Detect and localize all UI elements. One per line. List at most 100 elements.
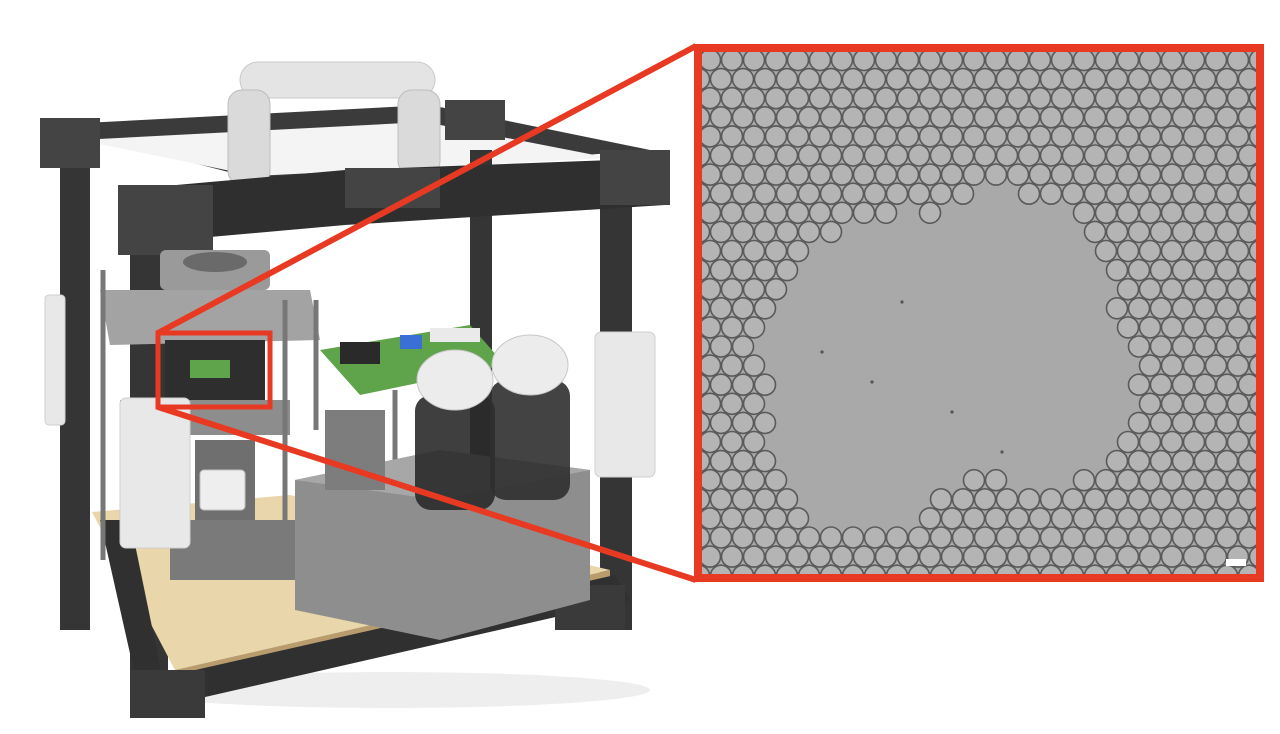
- droplet: [1039, 182, 1063, 205]
- droplet: [1105, 449, 1129, 473]
- droplet: [753, 106, 777, 129]
- droplet: [702, 488, 711, 511]
- droplet: [702, 52, 722, 72]
- droplet: [709, 144, 733, 167]
- droplet: [841, 526, 865, 549]
- droplet: [753, 144, 777, 167]
- droplet: [1171, 526, 1195, 549]
- droplet: [775, 67, 799, 91]
- droplet: [786, 507, 810, 530]
- droplet: [852, 125, 876, 148]
- droplet: [907, 526, 931, 549]
- droplet: [731, 106, 755, 129]
- droplet: [702, 68, 711, 90]
- droplet: [1182, 125, 1206, 148]
- droplet: [720, 545, 744, 568]
- droplet: [702, 468, 722, 492]
- droplet: [720, 277, 744, 301]
- droplet: [1039, 106, 1063, 129]
- droplet: [885, 526, 909, 549]
- droplet: [731, 144, 755, 167]
- droplet: [1171, 144, 1195, 167]
- droplet: [1215, 106, 1239, 129]
- droplet: [1215, 144, 1239, 167]
- droplet: [709, 487, 733, 511]
- droplet: [885, 106, 909, 129]
- droplet: [1193, 449, 1217, 473]
- droplet: [1083, 182, 1107, 205]
- droplet: [742, 430, 766, 454]
- droplet: [1237, 449, 1256, 473]
- droplet: [863, 182, 887, 205]
- droplet: [1215, 449, 1239, 473]
- droplet: [973, 67, 997, 91]
- droplet: [702, 316, 722, 339]
- droplet: [1171, 564, 1195, 574]
- droplet: [995, 526, 1019, 549]
- droplet: [1094, 86, 1118, 110]
- droplet: [720, 201, 744, 225]
- droplet: [753, 220, 777, 244]
- droplet: [841, 144, 865, 167]
- droplet: [1204, 52, 1228, 72]
- droplet: [863, 67, 887, 91]
- droplet: [885, 144, 909, 167]
- droplet: [1116, 545, 1140, 568]
- droplet: [1094, 507, 1118, 530]
- debris-dot: [870, 380, 874, 384]
- droplet: [929, 106, 953, 129]
- droplet: [786, 201, 810, 225]
- droplet: [1160, 201, 1184, 225]
- droplet: [742, 507, 766, 530]
- droplet: [1204, 507, 1228, 530]
- droplet: [1204, 316, 1228, 339]
- droplet: [1193, 182, 1217, 205]
- droplet: [720, 163, 744, 186]
- droplet: [775, 526, 799, 549]
- droplet: [1182, 86, 1206, 110]
- droplet: [1028, 52, 1052, 72]
- droplet: [852, 86, 876, 110]
- droplet: [1171, 106, 1195, 129]
- droplet: [940, 545, 964, 568]
- droplet: [764, 201, 788, 225]
- droplet: [1127, 182, 1151, 205]
- droplet: [819, 106, 843, 129]
- droplet: [1116, 277, 1140, 301]
- droplet: [702, 507, 722, 530]
- droplet: [1127, 411, 1151, 435]
- droplet: [775, 564, 799, 574]
- droplet: [1017, 526, 1041, 549]
- droplet: [1248, 393, 1256, 415]
- callout-lines: [156, 43, 698, 583]
- droplet: [1138, 545, 1162, 568]
- droplet: [1072, 545, 1096, 568]
- droplet: [1215, 411, 1239, 435]
- debris-dot: [820, 350, 824, 354]
- droplet: [1182, 201, 1206, 225]
- droplet: [1193, 411, 1217, 435]
- droplet: [1226, 277, 1250, 301]
- droplet: [702, 182, 711, 205]
- droplet: [841, 67, 865, 91]
- droplet: [731, 182, 755, 205]
- droplet: [1149, 526, 1173, 549]
- droplet: [1127, 258, 1151, 282]
- droplet: [1083, 564, 1107, 574]
- droplet: [1204, 239, 1228, 263]
- droplet: [1127, 564, 1151, 574]
- droplet: [995, 564, 1019, 574]
- droplet: [1182, 239, 1206, 263]
- droplet: [962, 163, 986, 186]
- droplet: [720, 86, 744, 110]
- droplet: [742, 125, 766, 148]
- droplet: [1248, 546, 1256, 568]
- droplet: [808, 52, 832, 72]
- droplet: [951, 106, 975, 129]
- droplet: [1193, 144, 1217, 167]
- droplet: [1248, 52, 1256, 71]
- droplet: [1028, 125, 1052, 148]
- droplet: [709, 296, 733, 320]
- droplet: [1204, 392, 1228, 416]
